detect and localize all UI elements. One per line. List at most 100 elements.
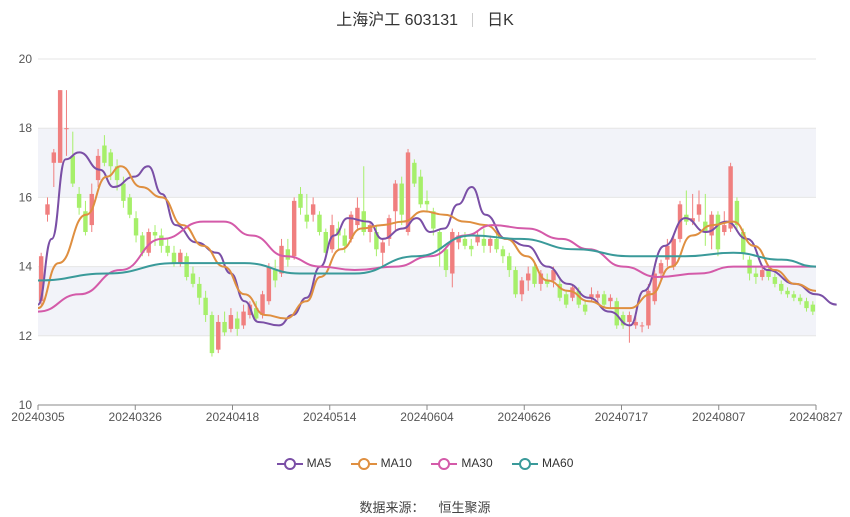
candle-body [165,245,170,253]
legend-ma60[interactable]: MA60 [512,456,573,471]
candle-body [544,280,550,284]
legend-ma60-label: MA60 [542,456,574,470]
legend-ma10[interactable]: MA10 [350,456,412,471]
x-tick-label: 20240604 [400,410,454,424]
candle-body [791,294,797,298]
candle-body [760,270,765,277]
legend-ma5[interactable]: MA5 [276,456,332,471]
candle-body [380,242,385,253]
candle-body [741,232,746,253]
candle-body [228,315,234,329]
candle-body [557,283,563,298]
candle-body [285,249,291,260]
candle-body [639,325,645,327]
candle-body [272,270,278,281]
candle-body [64,128,69,130]
candle-body [203,297,208,316]
data-source: 数据来源： 恒生聚源 [0,497,850,516]
candle-body [722,225,727,232]
y-tick-label: 16 [19,190,33,204]
candle-body [70,155,76,184]
candle-body [342,235,347,246]
x-tick-label: 20240807 [692,410,746,424]
candle-body [646,290,651,326]
chart-title-bar: 上海沪工 603131 日K [0,6,850,30]
candle-body [582,304,588,312]
candle-body [51,152,57,163]
candle-body [209,315,215,354]
candle-body [152,232,158,236]
candle-body [76,193,82,208]
candle-body [563,294,569,305]
candle-body [291,200,297,257]
candle-body [538,273,544,284]
x-tick-label: 20240305 [11,410,65,424]
candle-body [513,270,518,295]
candle-body [437,232,442,250]
candle-body [488,238,493,246]
candle-body [804,301,809,309]
candle-body [114,166,120,181]
candle-body [241,311,246,326]
candle-body [519,280,525,295]
candle-body [633,321,638,326]
period-label[interactable]: 日K [487,12,514,29]
ma-line-ma5 [37,151,837,327]
candle-body [696,204,702,215]
title-separator [472,13,474,27]
candle-body [690,218,695,222]
candle-body [576,290,582,305]
candle-body [766,270,771,277]
candle-body [772,276,778,284]
candle-body [494,238,499,250]
candle-body [184,256,189,277]
candle-body [620,315,626,326]
candle-body [753,273,759,277]
candle-body [260,294,265,316]
candle-body [589,294,594,298]
candle-body [481,238,487,246]
grid-band [38,128,816,198]
candle-body [317,214,322,232]
candle-body [57,90,63,163]
y-tick-label: 20 [19,52,33,66]
candle-body [367,225,373,232]
candle-body [665,245,670,260]
candle-body [279,245,284,274]
x-tick-label: 20240514 [303,410,357,424]
x-tick-label: 20240418 [206,410,260,424]
candle-body [525,273,531,281]
candle-body [159,235,164,246]
candle-body [601,294,607,305]
y-tick-label: 18 [19,121,33,135]
candle-body [171,252,177,264]
candle-body [734,200,740,226]
legend-ma30[interactable]: MA30 [431,456,493,471]
legend-ma5-label: MA5 [306,456,332,470]
candle-body [652,273,657,302]
source-label: 数据来源： [359,500,425,515]
candle-body [102,145,107,163]
candle-body [190,273,196,284]
candle-body [412,162,417,184]
candle-body [374,232,379,250]
candle-body [393,183,398,212]
candle-body [399,183,404,215]
candle-body [443,249,449,271]
candle-body [431,211,436,229]
candle-body [140,235,145,253]
candle-body [469,245,474,250]
candle-body [551,270,556,281]
candle-body [298,193,303,208]
candle-body [83,211,88,232]
candle-body [121,183,126,201]
x-tick-label: 20240626 [498,410,552,424]
stock-title: 上海沪工 603131 [336,12,459,29]
candle-body [127,197,132,215]
candle-body [146,232,151,253]
candle-body [456,235,461,243]
y-tick-label: 10 [19,398,33,412]
legend-ma10-label: MA10 [380,456,412,470]
candle-body [254,308,259,319]
ma-line-ma60 [37,234,817,282]
